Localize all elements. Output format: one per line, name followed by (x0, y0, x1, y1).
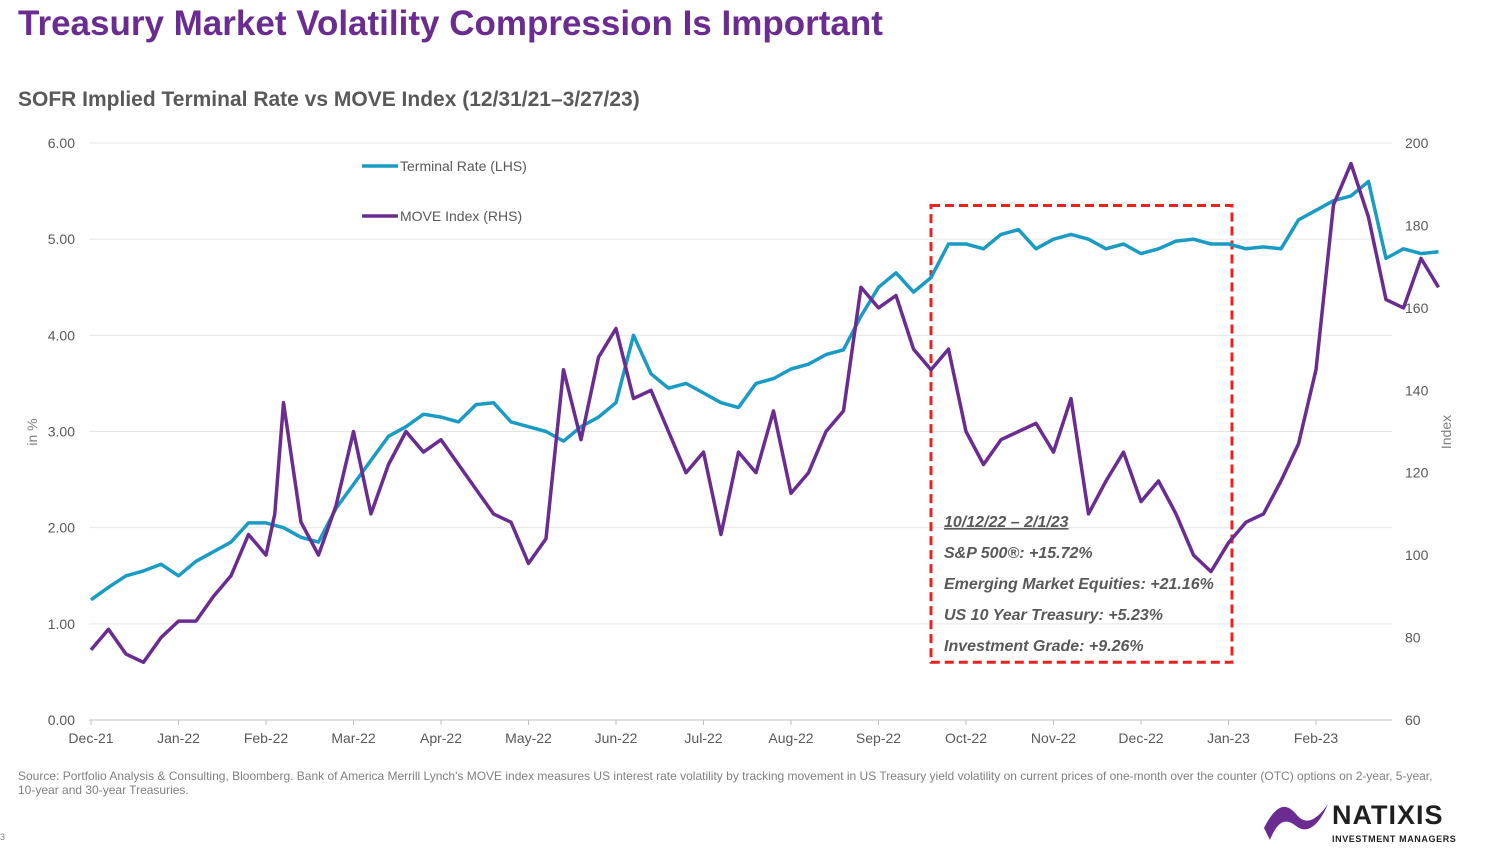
y-axis-label-right: Index (1438, 415, 1454, 449)
x-tick-label: Mar-22 (331, 730, 376, 746)
annotation: 10/12/22 – 2/1/23 S&P 500®: +15.72% Emergi… (944, 514, 1214, 655)
logo-wordmark: NATIXIS (1332, 800, 1444, 830)
y-tick-label-right: 160 (1405, 300, 1429, 316)
annotation-line: Investment Grade: +9.26% (944, 638, 1144, 655)
annotation-period: 10/12/22 – 2/1/23 (944, 514, 1069, 531)
y-tick-label-left: 2.00 (48, 520, 75, 536)
y-tick-label-left: 1.00 (48, 616, 75, 632)
series-line-terminal-rate (89, 179, 1439, 602)
legend: Terminal Rate (LHS) MOVE Index (RHS) (362, 158, 527, 224)
series-line-move-index (89, 161, 1440, 665)
x-tick-label: Dec-22 (1118, 730, 1163, 746)
annotation-line: S&P 500®: +15.72% (944, 545, 1093, 562)
x-tick-label: Aug-22 (768, 730, 813, 746)
y-tick-label-right: 180 (1405, 217, 1429, 233)
natixis-wave-icon (1264, 804, 1328, 840)
chart-subtitle: SOFR Implied Terminal Rate vs MOVE Index… (18, 88, 640, 111)
page-title: Treasury Market Volatility Compression I… (18, 4, 883, 43)
x-tick-label: Feb-22 (244, 730, 289, 746)
x-tick-label: Jan-22 (157, 730, 200, 746)
x-tick-label: May-22 (505, 730, 552, 746)
y-tick-label-left: 5.00 (48, 231, 75, 247)
y-tick-label-right: 120 (1405, 465, 1429, 481)
x-tick-label: Jan-23 (1207, 730, 1250, 746)
source-note: Source: Portfolio Analysis & Consulting,… (18, 769, 1433, 797)
y-tick-label-right: 60 (1405, 712, 1421, 728)
x-tick-label: Apr-22 (420, 730, 462, 746)
y-tick-label-right: 80 (1405, 630, 1421, 646)
y-tick-label-left: 3.00 (48, 424, 75, 440)
y-tick-label-left: 6.00 (48, 135, 75, 151)
series-lines (89, 161, 1440, 665)
grid-lines (89, 142, 1392, 625)
legend-label: Terminal Rate (LHS) (400, 158, 527, 174)
highlight-rect (929, 204, 1234, 664)
x-tick-label: Dec-21 (68, 730, 113, 746)
chart-canvas: 0.00 1.00 2.00 3.00 4.00 5.00 6.00 60 80 100 120 14… (24, 135, 1454, 746)
x-tick-label: Feb-23 (1294, 730, 1339, 746)
annotation-line: Emerging Market Equities: +21.16% (944, 576, 1214, 593)
y-tick-label-right: 100 (1405, 547, 1429, 563)
axes: 0.00 1.00 2.00 3.00 4.00 5.00 6.00 60 80 100 120 14… (24, 135, 1454, 746)
logo-tagline: INVESTMENT MANAGERS (1332, 834, 1457, 844)
x-tick-label: Nov-22 (1031, 730, 1076, 746)
natixis-logo: NATIXIS INVESTMENT MANAGERS (1262, 796, 1492, 848)
annotation-line: US 10 Year Treasury: +5.23% (944, 607, 1163, 624)
y-axis-label-left: in % (24, 418, 40, 445)
x-tick-label: Jun-22 (595, 730, 638, 746)
x-tick-label: Jul-22 (684, 730, 722, 746)
x-tick-label: Sep-22 (856, 730, 901, 746)
y-tick-label-right: 140 (1405, 382, 1429, 398)
y-tick-label-left: 0.00 (48, 712, 75, 728)
legend-label: MOVE Index (RHS) (400, 208, 522, 224)
y-tick-label-right: 200 (1405, 135, 1429, 151)
y-tick-label-left: 4.00 (48, 327, 75, 343)
page-number: 3 (0, 832, 6, 842)
highlight-box (929, 204, 1234, 664)
x-tick-label: Oct-22 (945, 730, 987, 746)
